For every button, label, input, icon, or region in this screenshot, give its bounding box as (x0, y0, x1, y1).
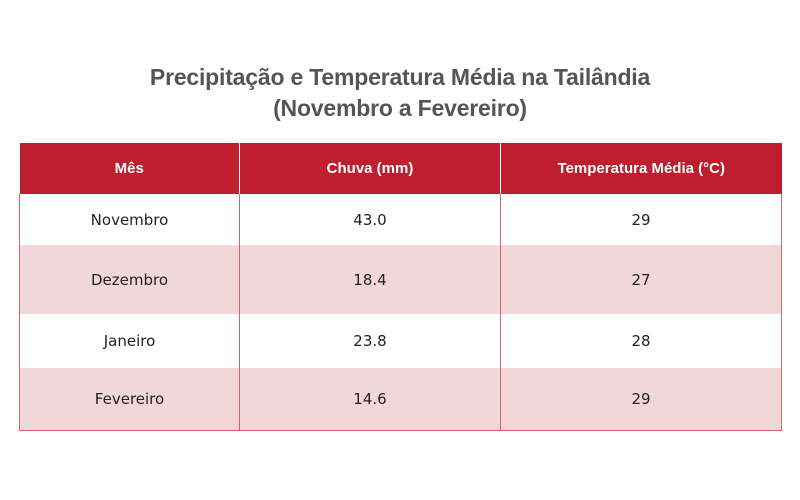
cell-rain: 14.6 (239, 368, 501, 431)
cell-rain: 43.0 (239, 194, 501, 245)
chart-title: Precipitação e Temperatura Média na Tail… (0, 62, 800, 124)
cell-month: Novembro (19, 194, 240, 245)
column-header-temperature: Temperatura Média (°C) (500, 143, 782, 194)
cell-temperature: 29 (500, 368, 782, 431)
table-header-row: Mês Chuva (mm) Temperatura Média (°C) (19, 143, 782, 194)
chart-title-line2: (Novembro a Fevereiro) (273, 95, 527, 121)
column-header-month: Mês (19, 143, 240, 194)
cell-month: Dezembro (19, 245, 240, 314)
cell-temperature: 28 (500, 314, 782, 368)
table-row: Fevereiro 14.6 29 (19, 368, 782, 431)
cell-month: Janeiro (19, 314, 240, 368)
cell-rain: 18.4 (239, 245, 501, 314)
table-row: Dezembro 18.4 27 (19, 245, 782, 314)
cell-temperature: 29 (500, 194, 782, 245)
chart-title-line1: Precipitação e Temperatura Média na Tail… (149, 64, 651, 90)
table-row: Novembro 43.0 29 (19, 194, 782, 245)
cell-month: Fevereiro (19, 368, 240, 431)
column-header-rain: Chuva (mm) (239, 143, 501, 194)
cell-temperature: 27 (500, 245, 782, 314)
table-row: Janeiro 23.8 28 (19, 314, 782, 368)
data-table: Mês Chuva (mm) Temperatura Média (°C) No… (19, 143, 782, 431)
cell-rain: 23.8 (239, 314, 501, 368)
